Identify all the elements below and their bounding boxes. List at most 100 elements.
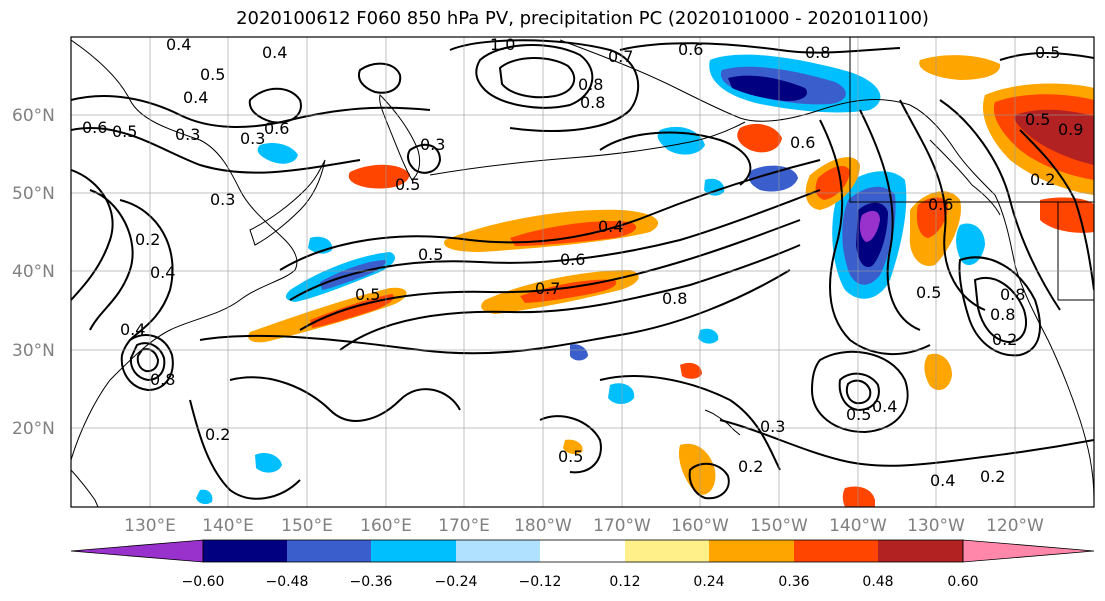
pv-contour [688,462,730,500]
colorbar-segment [878,540,963,562]
lon-label: 130°E [124,516,176,536]
colorbar-tick: −0.12 [519,574,562,590]
colorbar-segment [203,540,287,562]
pv-contour [449,39,640,132]
pv-contour [358,62,402,94]
pos-patch-jet2-core [520,279,617,303]
pv-contour [958,256,1041,357]
pv-contour [229,376,461,422]
contour-label: 0.3 [210,190,235,209]
pv-contour [973,277,1027,344]
colorbar-segment [287,540,371,562]
contour-label: 0.2 [135,230,160,249]
pos-patch-alaska [737,123,782,153]
pv-contour [719,419,1094,467]
pv-contour [599,131,752,186]
contour-label: 0.2 [992,330,1017,349]
pv-contour [279,159,821,271]
contour-label: 0.8 [1000,285,1025,304]
neg-patch-s2 [255,453,282,473]
pos-patch-south5 [563,439,583,455]
contour-label: 0.5 [846,405,871,424]
contour-label: 1.0 [490,35,515,54]
neg-patch-s4 [698,328,719,344]
contour-label: 0.4 [598,217,623,236]
colorbar-tick: 0.48 [862,574,893,590]
pos-patch-south4 [680,362,702,379]
contour-label: 0.4 [872,397,897,416]
coastlines [71,37,1094,507]
contour-label: 0.6 [560,250,585,269]
lon-label: 140°E [202,516,254,536]
colorbar-segment [456,540,540,562]
contour-label: 0.4 [262,43,287,62]
pv-contour [71,169,114,301]
lat-label: 30°N [12,341,55,361]
precipitation-shading [196,54,1094,507]
contour-label: 0.6 [790,133,815,152]
lat-label: 50°N [12,184,55,204]
contour-label: 0.5 [558,447,583,466]
pv-contour [136,348,160,373]
contour-label: 0.4 [930,471,955,490]
contour-label: 0.4 [120,320,145,339]
colorbar-extend-low [70,539,204,563]
pos-patch-coast-core [1014,109,1094,165]
pv-contour [859,109,921,331]
contour-label: 0.8 [805,43,830,62]
neg-patch-s3 [570,344,588,361]
contour-label: 0.3 [760,417,785,436]
pv-contour [999,52,1094,61]
pv-contour [819,119,931,356]
coastline-kamchatka [379,94,421,181]
coastline-asia [71,39,298,461]
pos-patch-south3 [924,353,952,391]
map-frame [70,36,1095,508]
colorbar-segment [371,540,456,562]
neg-patch-s1 [608,383,635,404]
contour-label: 0.3 [175,125,200,144]
border-line [1010,201,1094,301]
pos-patch-south1 [678,443,716,495]
contour-label: 0.6 [264,119,289,138]
pos-patch-nep-west-core [815,166,850,200]
contour-label: 0.7 [608,47,633,66]
contour-labels: 0.4 0.4 0.5 0.4 0.3 0.6 0.5 0.6 0.5 0.3 … [82,35,1083,490]
neg-patch-nep-peak [859,210,880,242]
pv-contour [475,43,594,109]
gridlines [71,37,1094,507]
pv-contour [339,244,801,351]
contour-label: 0.5 [200,65,225,84]
colorbar-segment [625,540,709,562]
contour-label: 0.2 [1030,170,1055,189]
contour-label: 0.2 [205,425,230,444]
colorbar-segment [540,540,625,562]
contour-label: 0.5 [916,283,941,302]
pv-contour [189,399,301,500]
pv-contour [248,87,302,124]
contour-label: 0.8 [578,75,603,94]
contour-label: 0.4 [166,35,191,54]
neg-patch-s7 [704,178,725,196]
contour-label: 0.7 [535,279,560,298]
pv-contour [129,342,166,382]
contour-label: 0.3 [420,135,445,154]
pv-contour [599,375,781,471]
lon-label: 140°W [829,516,887,536]
pos-patch-south2 [842,486,875,507]
coastline-aleutians [429,121,746,176]
contour-label: 0.6 [678,40,703,59]
contour-label: 0.2 [980,467,1005,486]
coastline-na-west [994,194,1094,501]
pv-contour [539,415,602,474]
pv-contour [498,57,576,99]
pos-patch-sea [348,164,410,189]
coastline-hawaii [704,409,741,436]
contour-label: 0.6 [928,195,953,214]
contour-label: 0.8 [662,289,687,308]
pv-contour [71,127,361,174]
pv-contour [289,189,821,301]
lat-label: 60°N [12,106,55,126]
lon-label: 150°W [750,516,808,536]
